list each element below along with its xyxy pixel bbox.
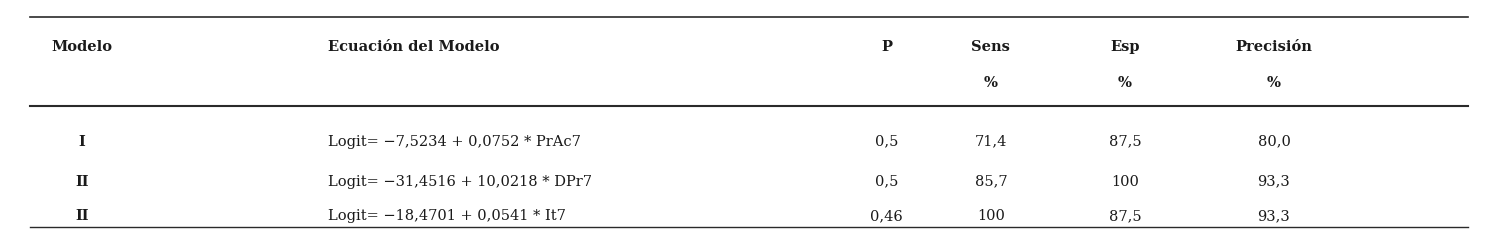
- Text: Modelo: Modelo: [52, 40, 112, 54]
- Text: Logit= −7,5234 + 0,0752 * PrAc7: Logit= −7,5234 + 0,0752 * PrAc7: [328, 135, 581, 149]
- Text: 93,3: 93,3: [1258, 209, 1290, 223]
- Text: 85,7: 85,7: [974, 175, 1007, 189]
- Text: Esp: Esp: [1110, 40, 1140, 54]
- Text: II: II: [74, 209, 89, 223]
- Text: 80,0: 80,0: [1258, 135, 1290, 149]
- Text: Logit= −18,4701 + 0,0541 * It7: Logit= −18,4701 + 0,0541 * It7: [328, 209, 566, 223]
- Text: 0,5: 0,5: [875, 175, 898, 189]
- Text: %: %: [1118, 76, 1132, 90]
- Text: 0,5: 0,5: [875, 135, 898, 149]
- Text: P: P: [881, 40, 893, 54]
- Text: Logit= −31,4516 + 10,0218 * DPr7: Logit= −31,4516 + 10,0218 * DPr7: [328, 175, 592, 189]
- Text: 100: 100: [977, 209, 1004, 223]
- Text: 93,3: 93,3: [1258, 175, 1290, 189]
- Text: Sens: Sens: [971, 40, 1010, 54]
- Text: 100: 100: [1112, 175, 1138, 189]
- Text: Precisión: Precisión: [1235, 40, 1313, 54]
- Text: %: %: [1266, 76, 1281, 90]
- Text: II: II: [74, 175, 89, 189]
- Text: %: %: [983, 76, 998, 90]
- Text: 87,5: 87,5: [1109, 135, 1141, 149]
- Text: 0,46: 0,46: [870, 209, 903, 223]
- Text: 87,5: 87,5: [1109, 209, 1141, 223]
- Text: 71,4: 71,4: [974, 135, 1007, 149]
- Text: I: I: [79, 135, 85, 149]
- Text: Ecuación del Modelo: Ecuación del Modelo: [328, 40, 499, 54]
